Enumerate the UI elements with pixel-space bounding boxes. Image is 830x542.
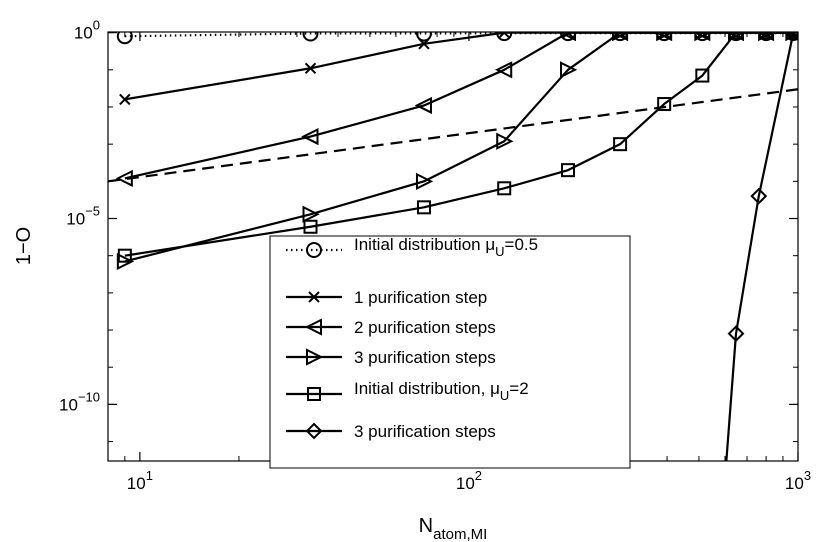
legend-item: 3 purification steps [286, 348, 496, 367]
x-axis-label: Natom,MI [419, 515, 488, 542]
series-0-point [302, 32, 319, 42]
series-5-point [750, 187, 768, 205]
series-5-line [725, 32, 795, 461]
legend-item: Initial distribution, μU=2 [286, 379, 529, 403]
x-tick-label: 103 [785, 468, 811, 493]
series-5-point [727, 325, 745, 343]
legend-marker [307, 387, 321, 401]
series-4-line [124, 32, 794, 257]
legend-label: Initial distribution, μU=2 [354, 379, 529, 403]
legend-item: Initial distribution μU=0.5 [286, 235, 538, 259]
series-4-point [613, 137, 628, 152]
series-3-point [656, 32, 674, 42]
x-tick-label: 101 [127, 468, 153, 493]
legend-label: 3 purification steps [354, 422, 496, 441]
series-6 [108, 88, 798, 183]
legend-marker [304, 318, 322, 336]
legend-marker [305, 422, 323, 440]
legend-box [269, 235, 631, 469]
series-1-point [418, 38, 430, 50]
series-4-point [303, 219, 318, 234]
series-1-point [119, 93, 131, 106]
legend-marker [308, 291, 320, 303]
series-1-point [304, 62, 317, 74]
series-5 [725, 32, 798, 461]
series-4-point [497, 181, 512, 196]
series-6-line [108, 88, 798, 183]
legend: Initial distribution μU=0.5 1 purificatio… [269, 235, 631, 469]
legend-item: 1 purification step [286, 288, 487, 307]
series-0-point [116, 32, 133, 45]
series-3-point [560, 61, 578, 79]
series-2-point [414, 96, 432, 115]
y-tick-label: 10−5 [66, 204, 100, 229]
series-4-point [695, 68, 710, 83]
series-4-point [728, 32, 743, 40]
series-4-point [657, 97, 672, 112]
series-3-point [694, 32, 712, 42]
legend-label: 3 purification steps [354, 348, 496, 367]
legend-label: 2 purification steps [354, 318, 496, 337]
series-4 [117, 32, 798, 263]
series-4-point [561, 163, 575, 178]
legend-item: 3 purification steps [286, 422, 496, 441]
y-tick-label: 10−10 [59, 389, 100, 414]
series-4-point [416, 200, 431, 215]
series-3-point [415, 172, 434, 190]
series-4-point [759, 32, 774, 40]
series-3-point [302, 205, 320, 223]
legend-marker [306, 348, 324, 366]
legend-label: Initial distribution μU=0.5 [354, 235, 538, 259]
series-2-point [301, 127, 319, 146]
series-3-point [496, 132, 514, 150]
legend-items: Initial distribution μU=0.5 1 purificatio… [286, 235, 538, 441]
series-1-point [498, 32, 510, 39]
series-5-point [784, 32, 798, 42]
series-3-point [612, 32, 630, 42]
legend-item: 2 purification steps [286, 318, 496, 337]
legend-label: 1 purification step [354, 288, 487, 307]
series-4-point [117, 248, 132, 263]
y-axis-label: 1−O [13, 227, 35, 265]
x-tick-label: 102 [456, 468, 482, 493]
series-2-point [494, 61, 513, 79]
legend-marker [306, 242, 322, 258]
series-0-point [415, 32, 432, 42]
y-tick-label: 100 [74, 18, 100, 43]
